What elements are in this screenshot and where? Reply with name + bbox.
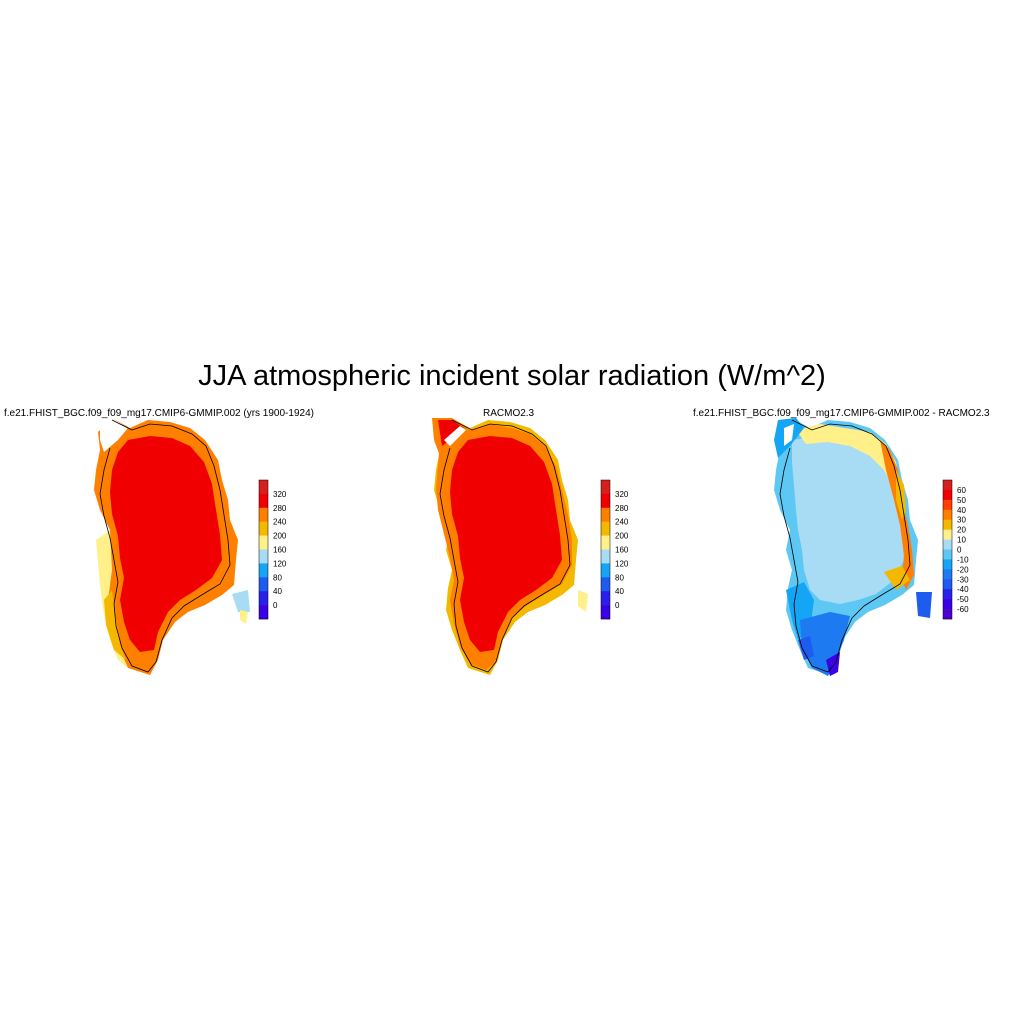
colorbar-swatch: [601, 535, 610, 550]
colorbar-frame: [258, 479, 269, 620]
panel-3-map: [774, 418, 932, 676]
colorbar-swatch: [943, 559, 952, 570]
colorbar-swatch: [943, 569, 952, 580]
colorbar-swatch: [943, 549, 952, 560]
colorbar-tick-label: 320: [615, 490, 629, 499]
colorbar-swatch: [601, 577, 610, 592]
colorbar-swatch: [943, 599, 952, 610]
panel-2-title: RACMO2.3: [483, 408, 535, 419]
colorbar-tick-label: -60: [957, 605, 969, 614]
colorbar-swatch: [259, 521, 268, 536]
colorbar-swatch: [943, 499, 952, 511]
colorbar-swatch: [259, 563, 268, 578]
colorbar-tick-label: 200: [615, 532, 629, 541]
colorbar-tick-label: 160: [615, 546, 629, 555]
colorbar-swatch: [943, 480, 952, 491]
colorbar-swatch: [943, 519, 952, 530]
colorbar-swatch: [943, 539, 952, 550]
panel-2-colorbar: 320 280 240 200 160 120 80 40 0: [600, 479, 629, 620]
colorbar-tick-label: 0: [615, 601, 620, 610]
colorbar-swatch: [601, 605, 610, 620]
colorbar-tick-label: 80: [615, 573, 624, 582]
colorbar-tick-label: 20: [957, 526, 966, 535]
panel-1-colorbar: 320 280 240 200 160 120 80 40 0: [258, 479, 287, 620]
colorbar-swatch: [943, 589, 952, 600]
colorbar-swatch: [943, 609, 952, 620]
colorbar-tick-label: -10: [957, 555, 969, 564]
colorbar-swatch: [259, 577, 268, 592]
colorbar-swatch: [259, 507, 268, 522]
panel-3-title: f.e21.FHIST_BGC.f09_f09_mg17.CMIP6-GMMIP…: [693, 408, 990, 419]
colorbar-swatch: [943, 579, 952, 590]
colorbar-tick-label: 320: [273, 490, 287, 499]
colorbar-tick-label: 80: [273, 573, 282, 582]
colorbar-tick-label: 280: [615, 504, 629, 513]
colorbar-swatch: [601, 521, 610, 536]
colorbar-tick-label: 0: [273, 601, 278, 610]
colorbar-tick-label: 160: [273, 546, 287, 555]
colorbar-tick-label: 60: [957, 486, 966, 495]
panel-2-map: [432, 418, 588, 675]
colorbar-tick-label: -20: [957, 565, 969, 574]
colorbar-tick-label: -30: [957, 575, 969, 584]
colorbar-swatch: [601, 563, 610, 578]
colorbar-tick-label: 30: [957, 516, 966, 525]
colorbar-frame: [600, 479, 611, 620]
colorbar-swatch: [259, 591, 268, 606]
colorbar-tick-label: 200: [273, 532, 287, 541]
colorbar-swatch: [259, 480, 268, 495]
panel-1-title: f.e21.FHIST_BGC.f09_f09_mg17.CMIP6-GMMIP…: [4, 408, 314, 419]
colorbar-frame: [942, 479, 953, 620]
colorbar-tick-label: 240: [273, 518, 287, 527]
colorbar-swatch: [601, 493, 610, 509]
colorbar-swatch: [943, 509, 952, 521]
colorbar-swatch: [259, 535, 268, 550]
colorbar-tick-label: 240: [615, 518, 629, 527]
colorbar-tick-label: 280: [273, 504, 287, 513]
colorbar-swatch: [601, 480, 610, 495]
colorbar-swatch: [943, 489, 952, 501]
colorbar-tick-label: 120: [615, 559, 629, 568]
colorbar-tick-label: 50: [957, 496, 966, 505]
colorbar-tick-label: -40: [957, 585, 969, 594]
colorbar-swatch: [601, 507, 610, 522]
colorbar-tick-label: 0: [957, 546, 962, 555]
colorbar-swatch: [259, 549, 268, 564]
figure-title: JJA atmospheric incident solar radiation…: [198, 360, 826, 392]
panel-1-map: [94, 418, 250, 675]
colorbar-tick-label: 120: [273, 559, 287, 568]
colorbar-tick-label: 40: [273, 587, 282, 596]
colorbar-tick-label: -50: [957, 595, 969, 604]
colorbar-swatch: [259, 605, 268, 620]
colorbar-swatch: [259, 493, 268, 509]
colorbar-swatch: [943, 529, 952, 540]
colorbar-swatch: [601, 591, 610, 606]
colorbar-tick-label: 40: [957, 506, 966, 515]
colorbar-swatch: [601, 549, 610, 564]
colorbar-tick-label: 10: [957, 536, 966, 545]
colorbar-tick-label: 40: [615, 587, 624, 596]
